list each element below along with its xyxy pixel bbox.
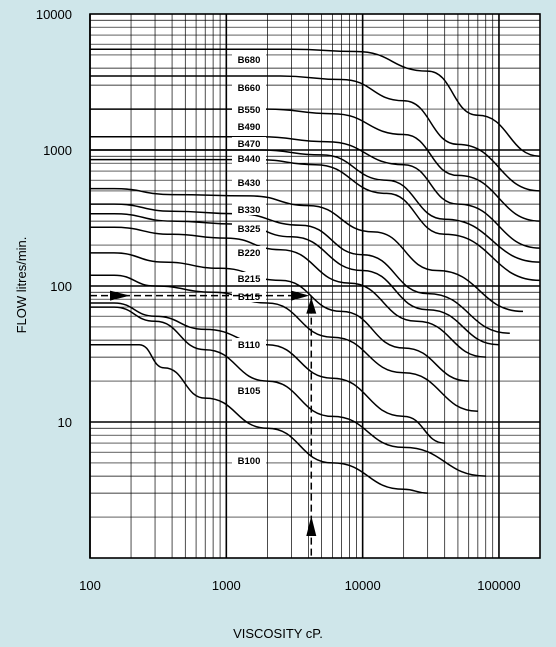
tick-labels: 100 1000 10000 100000 10000 1000 100 10 [36, 7, 521, 593]
series-label-b490: B490 [238, 122, 261, 133]
series-label-bg [232, 338, 266, 350]
y-axis-label: FLOW litres/min. [14, 237, 29, 334]
series-label-b115: B115 [238, 292, 261, 303]
viscosity-arrow-up-icon [306, 297, 317, 314]
series-line-b680 [90, 48, 541, 157]
series-line-b660 [89, 75, 541, 192]
series-label-bg [232, 246, 266, 258]
series-label-bg [232, 137, 266, 149]
series-line-b470 [89, 149, 541, 263]
series-label-b680: B680 [238, 55, 261, 66]
y-tick-label: 100 [50, 279, 72, 294]
series-line-b115 [90, 274, 478, 412]
series-line-b330 [90, 203, 510, 334]
series-label-b550: B550 [238, 105, 261, 116]
y-tick-label: 1000 [43, 143, 72, 158]
x-tick-label: 10000 [345, 578, 381, 593]
series-label-b330: B330 [238, 205, 261, 216]
series-label-b470: B470 [238, 139, 261, 150]
viscosity-arrow-up-icon [306, 516, 317, 536]
series-label-bg [232, 454, 266, 466]
series-label-b215: B215 [238, 274, 261, 285]
series-label-bg [232, 384, 266, 396]
series-label-b430: B430 [238, 178, 261, 189]
series-labels: B680 B660 B550 B490 B470 B440 B430 B330 B325 B220… [232, 53, 266, 467]
flow-arrow-right-icon [110, 290, 130, 301]
series-label-bg [232, 120, 266, 132]
series-label-b110: B110 [238, 340, 260, 351]
series-line-b430 [90, 187, 524, 313]
series-label-bg [232, 176, 266, 188]
x-axis-label: VISCOSITY cP. [233, 626, 323, 641]
series-label-b100: B100 [238, 456, 261, 467]
plot-frame [89, 13, 541, 559]
series-line-b105 [90, 306, 486, 477]
series-line-b440 [89, 158, 541, 282]
series-label-b220: B220 [238, 248, 261, 259]
series-line-b100 [90, 343, 428, 494]
series-label-bg [232, 103, 266, 115]
flow-arrow-right-icon [291, 290, 310, 301]
example-reading-guides [90, 290, 317, 558]
series-line-b325 [90, 212, 500, 346]
x-tick-label: 1000 [212, 578, 241, 593]
series-label-b105: B105 [238, 386, 261, 397]
series-label-bg [232, 53, 266, 65]
series-label-bg [232, 81, 266, 93]
series-label-b660: B660 [238, 83, 261, 94]
series-line-b220 [90, 226, 486, 358]
x-tick-label: 100000 [477, 578, 520, 593]
series-label-bg [232, 152, 266, 164]
series-label-bg [232, 203, 266, 215]
series-label-b325: B325 [238, 224, 261, 235]
series-line-b550 [90, 108, 541, 222]
series-label-bg [232, 222, 266, 234]
y-tick-label: 10 [58, 415, 72, 430]
x-tick-label: 100 [79, 578, 101, 593]
y-tick-label: 10000 [36, 7, 72, 22]
series-line-b490 [90, 136, 541, 249]
flow-curves [89, 48, 541, 494]
series-label-bg [232, 272, 266, 284]
series-label-b440: B440 [238, 154, 261, 165]
series-line-b215 [90, 252, 469, 382]
